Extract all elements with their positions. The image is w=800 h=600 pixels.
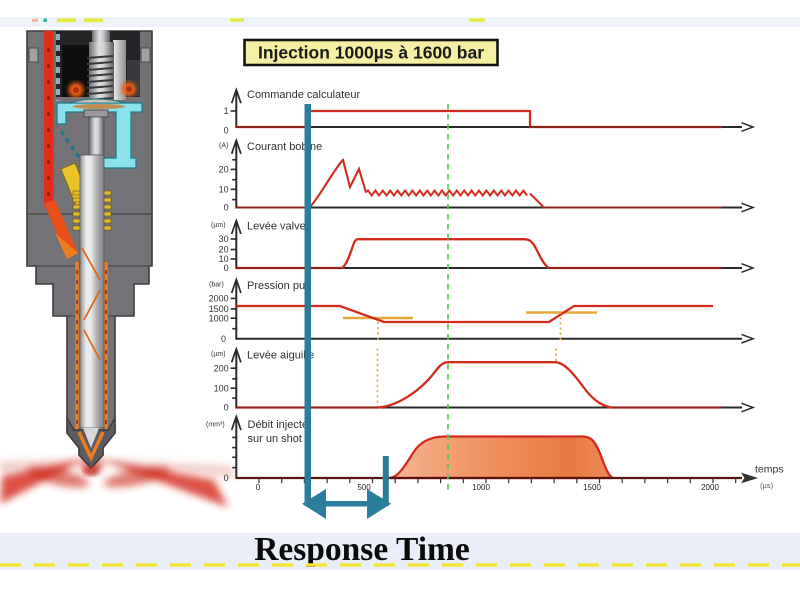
svg-text:Pression puit: Pression puit: [247, 280, 311, 292]
svg-text:Response Time: Response Time: [254, 531, 470, 568]
svg-text:1: 1: [224, 106, 229, 116]
svg-text:(mm³): (mm³): [206, 422, 225, 429]
svg-text:10: 10: [219, 254, 229, 264]
svg-text:30: 30: [219, 234, 229, 244]
svg-text:1500: 1500: [583, 483, 601, 492]
svg-text:sur un shot: sur un shot: [248, 433, 302, 445]
svg-text:500: 500: [357, 483, 371, 492]
svg-text:20: 20: [219, 245, 229, 255]
svg-text:0: 0: [224, 203, 229, 213]
svg-text:Levée valve: Levée valve: [247, 221, 306, 233]
svg-text:Levée aiguille: Levée aiguille: [247, 350, 314, 362]
svg-text:(bar): (bar): [209, 282, 224, 289]
svg-text:(A): (A): [219, 143, 228, 150]
svg-text:(µm): (µm): [211, 351, 226, 358]
svg-text:(µm): (µm): [211, 222, 226, 229]
svg-text:2000: 2000: [701, 483, 719, 492]
svg-text:1000: 1000: [472, 483, 490, 492]
svg-text:Courant bobine: Courant bobine: [247, 141, 322, 153]
svg-text:20: 20: [219, 165, 229, 175]
svg-text:0: 0: [224, 403, 229, 413]
svg-text:0: 0: [224, 263, 229, 273]
svg-text:1500: 1500: [209, 304, 229, 314]
svg-text:0: 0: [224, 125, 229, 135]
svg-text:temps: temps: [755, 464, 784, 476]
svg-text:0: 0: [224, 473, 229, 483]
svg-text:2000: 2000: [209, 294, 229, 304]
svg-text:200: 200: [214, 363, 229, 373]
svg-text:0: 0: [256, 483, 261, 492]
svg-text:(µs): (µs): [760, 481, 774, 490]
svg-text:100: 100: [214, 383, 229, 393]
svg-text:Débit injecté: Débit injecté: [248, 419, 309, 431]
svg-text:10: 10: [219, 185, 229, 195]
svg-text:Injection 1000µs à 1600 bar: Injection 1000µs à 1600 bar: [258, 43, 484, 63]
svg-text:0: 0: [221, 334, 226, 344]
svg-text:1000: 1000: [209, 313, 229, 323]
svg-text:Commande calculateur: Commande calculateur: [247, 89, 360, 101]
